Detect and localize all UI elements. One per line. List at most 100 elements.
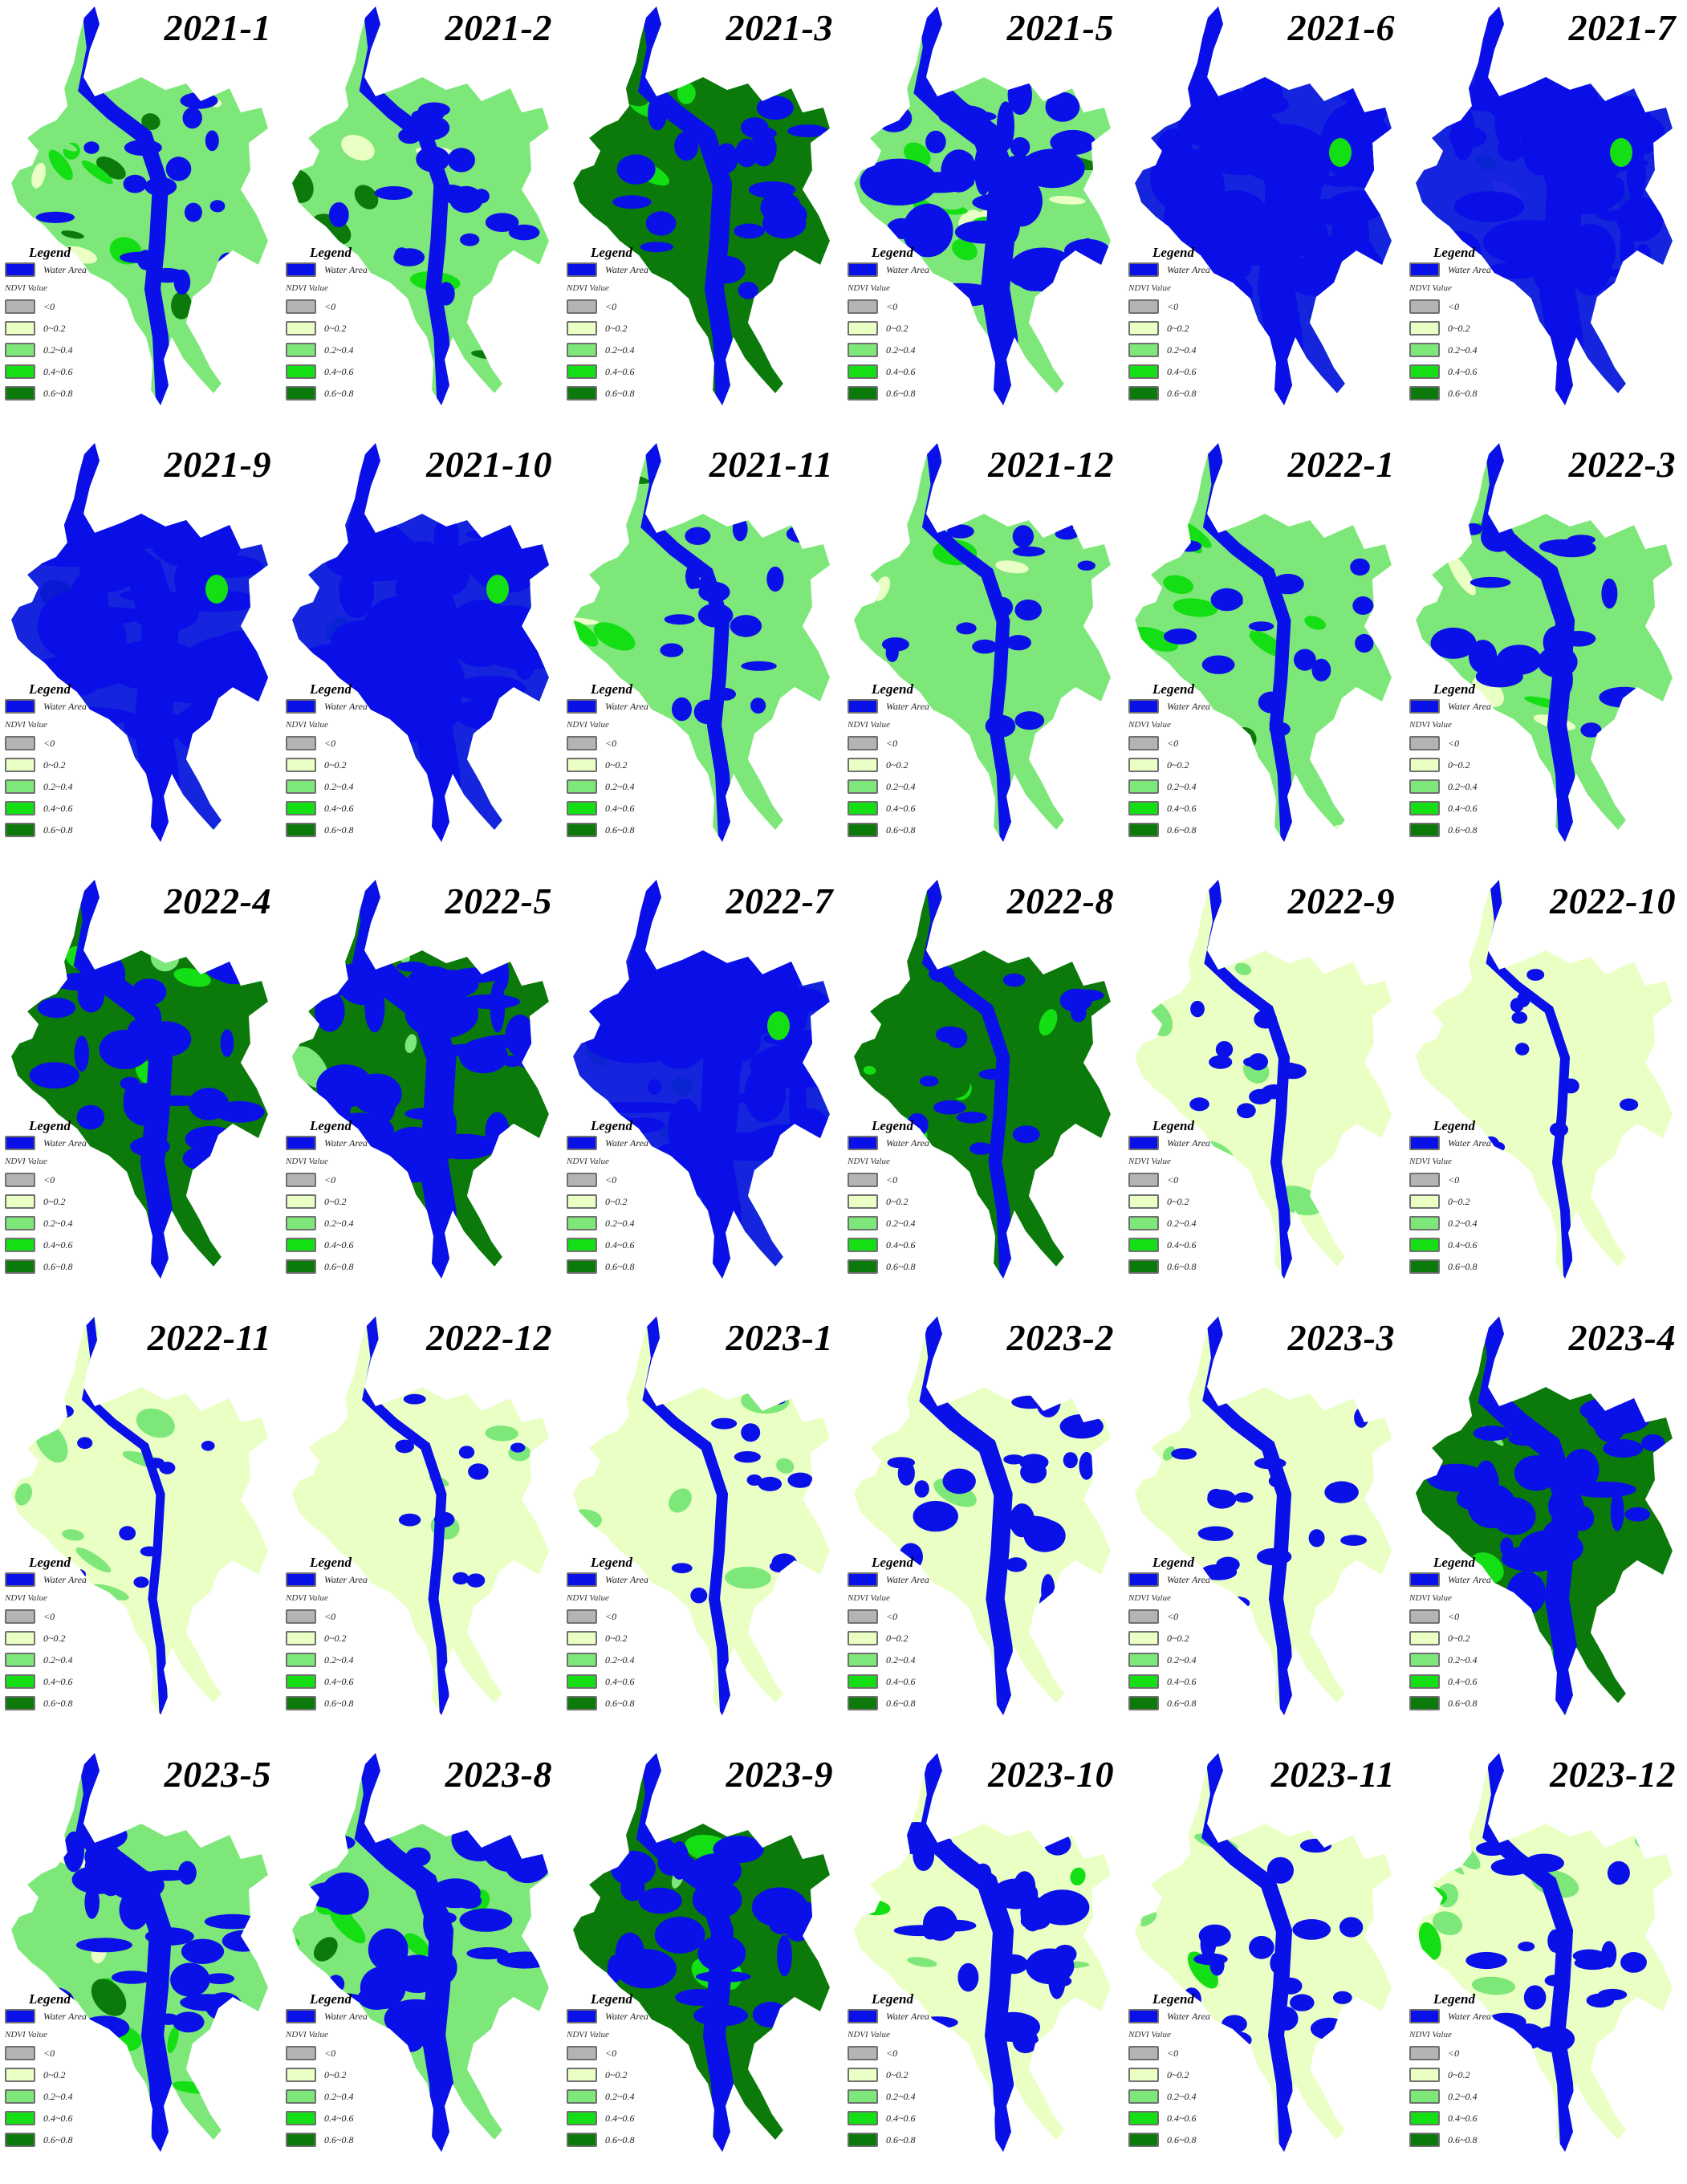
water-body — [996, 197, 1021, 246]
water-body — [1254, 1457, 1287, 1470]
water-body — [123, 1083, 169, 1126]
ndvi-patch — [750, 1873, 780, 1886]
ndvi-patch — [313, 1937, 338, 1962]
ndvi-patch — [20, 500, 59, 539]
legend-label: 0.2~0.4 — [1167, 1218, 1197, 1229]
water-body — [1035, 1889, 1090, 1926]
water-body — [327, 1975, 345, 1994]
legend-item-ndvi: 0.4~0.6 — [5, 1238, 133, 1255]
ndvi-swatch — [5, 801, 35, 815]
legend-subtitle: NDVI Value — [286, 283, 328, 293]
ndvi-swatch — [286, 386, 316, 401]
reservoir-map — [292, 1753, 549, 2152]
legend-item-ndvi: <0 — [1128, 299, 1257, 317]
legend-title: Legend — [310, 1991, 352, 2007]
vegetation-area — [1135, 1316, 1392, 1715]
ndvi-swatch — [1128, 364, 1159, 379]
legend-label: 0.4~0.6 — [1167, 803, 1197, 814]
ndvi-patch — [1444, 85, 1470, 111]
ndvi-patch — [970, 1838, 1008, 1857]
ndvi-patch — [141, 113, 161, 130]
ndvi-swatch — [1409, 386, 1440, 401]
ndvi-swatch — [567, 1631, 597, 1645]
ndvi-patch — [1357, 1515, 1384, 1544]
legend-label: <0 — [43, 1174, 55, 1186]
legend-item-water: Water Area — [5, 1572, 133, 1588]
ndvi-swatch — [5, 364, 35, 379]
map-legend: Legend Water Area NDVI Value <0 0~0.2 0.2~0.4… — [1125, 1991, 1254, 2164]
water-body — [1071, 251, 1108, 297]
water-body — [1278, 1977, 1303, 1995]
ndvi-patch — [573, 130, 591, 161]
water-body — [616, 154, 656, 185]
legend-label: 0.2~0.4 — [1167, 781, 1197, 792]
ndvi-patch — [281, 854, 296, 874]
map-panel-2022-9: 2022-9 Legend Water Area NDVI Value <0 0~0.2 0… — [1124, 873, 1401, 1311]
water-body — [1005, 1557, 1027, 1572]
legend-label: 0.6~0.8 — [605, 824, 635, 836]
water-body — [208, 698, 268, 720]
water-body — [337, 960, 391, 1006]
ndvi-patch — [217, 734, 238, 742]
legend-label: 0.2~0.4 — [886, 344, 916, 356]
water-body — [1254, 1010, 1278, 1029]
ndvi-patch — [1311, 572, 1338, 600]
ndvi-swatch — [848, 321, 878, 336]
water-body — [758, 1476, 783, 1491]
water-body — [956, 622, 977, 635]
ndvi-patch — [854, 969, 888, 993]
water-body — [35, 211, 75, 223]
ndvi-patch — [562, 1934, 567, 1976]
ndvi-swatch — [1128, 1194, 1159, 1209]
legend-label: 0~0.2 — [1167, 759, 1189, 771]
reservoir-map — [1135, 1753, 1392, 2152]
water-body — [747, 127, 777, 140]
panel-date-title: 2023-5 — [164, 1754, 271, 1795]
ndvi-patch — [776, 1458, 795, 1474]
water-body — [1201, 655, 1235, 674]
legend-item-ndvi: 0.4~0.6 — [848, 364, 976, 382]
legend-subtitle: NDVI Value — [286, 1157, 328, 1166]
water-body — [1580, 722, 1602, 738]
legend-item-ndvi: 0.4~0.6 — [567, 1674, 695, 1692]
legend-title: Legend — [310, 245, 352, 260]
water-body — [1481, 523, 1515, 552]
ndvi-swatch — [1409, 1194, 1440, 1209]
legend-subtitle: NDVI Value — [848, 720, 890, 730]
water-body — [368, 1928, 409, 1971]
water-body — [1524, 1853, 1564, 1873]
legend-item-water: Water Area — [1409, 699, 1538, 715]
ndvi-swatch — [567, 1194, 597, 1209]
water-body — [123, 174, 147, 193]
water-body — [1209, 1055, 1233, 1069]
legend-label: 0.6~0.8 — [605, 1698, 635, 1709]
legend-item-water: Water Area — [1128, 699, 1257, 715]
legend-subtitle: NDVI Value — [1128, 283, 1171, 293]
water-body — [697, 603, 734, 628]
ndvi-patch — [611, 421, 639, 437]
legend-label: 0~0.2 — [886, 1633, 909, 1644]
water-body — [1077, 560, 1096, 571]
ndvi-patch — [1135, 1783, 1145, 1808]
legend-label: 0~0.2 — [1448, 759, 1470, 771]
map-panel-2023-5: 2023-5 Legend Water Area NDVI Value <0 0~0.2 0… — [0, 1747, 278, 2184]
water-body — [687, 579, 705, 589]
water-body — [640, 242, 674, 253]
ndvi-swatch — [5, 2133, 35, 2147]
ndvi-patch — [1411, 853, 1450, 874]
water-body — [714, 688, 736, 701]
water-swatch — [848, 1572, 878, 1587]
ndvi-patch — [1447, 553, 1476, 596]
water-body — [1339, 1917, 1364, 1938]
water-body — [788, 2013, 819, 2047]
ndvi-swatch — [1128, 2068, 1159, 2082]
ndvi-swatch — [286, 1259, 316, 1274]
legend-label: 0~0.2 — [43, 1196, 66, 1207]
water-body — [1508, 1430, 1543, 1446]
water-body — [1041, 1574, 1055, 1608]
water-body — [1271, 573, 1304, 595]
legend-label: 0.2~0.4 — [1167, 1654, 1197, 1665]
legend-label: <0 — [324, 2048, 336, 2059]
ndvi-swatch — [848, 2111, 878, 2125]
legend-item-ndvi: 0.2~0.4 — [5, 2089, 133, 2107]
